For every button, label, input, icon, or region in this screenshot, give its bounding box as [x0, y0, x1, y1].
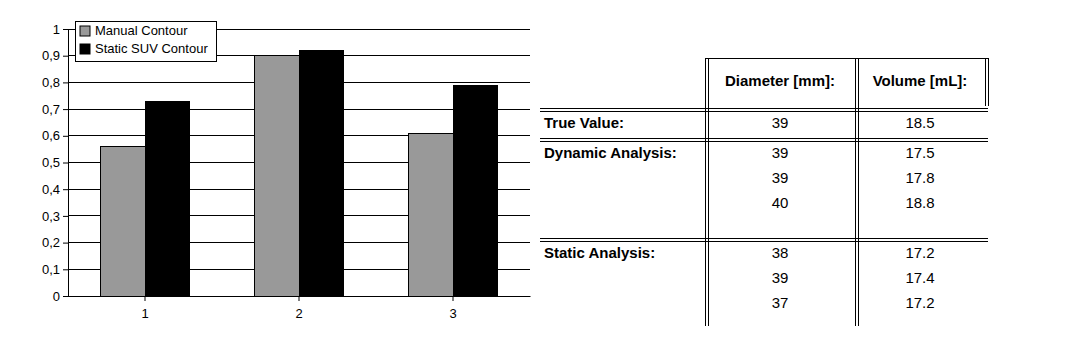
x-tick: 2 — [295, 296, 302, 321]
table-rule — [540, 111, 988, 112]
y-tick-label: 0,4 — [42, 182, 60, 197]
table-rule — [540, 241, 988, 242]
y-tick: 1 — [53, 22, 68, 37]
bar — [100, 146, 145, 296]
bars — [100, 50, 497, 296]
table-cell: 17.2 — [905, 244, 934, 261]
table-rule — [858, 58, 859, 326]
table-cell: 40 — [772, 194, 789, 211]
table-cell: 17.8 — [905, 169, 934, 186]
x-tick-label: 1 — [141, 306, 148, 321]
table-row-label: Static Analysis: — [544, 244, 655, 261]
y-tick-mark — [63, 189, 68, 190]
table-cell: 38 — [772, 244, 789, 261]
y-tick-label: 0,2 — [42, 235, 60, 250]
x-tick: 3 — [449, 296, 456, 321]
y-tick-label: 0,9 — [42, 48, 60, 63]
x-tick-label: 3 — [449, 306, 456, 321]
y-tick-mark — [63, 243, 68, 244]
y-tick-label: 0,6 — [42, 128, 60, 143]
table-rule — [540, 108, 988, 109]
grid — [68, 29, 530, 296]
table: Diameter [mm]: Volume [mL]: True Value: 39 1… — [540, 58, 988, 326]
y-tick-mark — [63, 56, 68, 57]
table-cell: 18.5 — [905, 114, 934, 131]
table-cell: 37 — [772, 294, 789, 311]
table-cell: 39 — [772, 269, 789, 286]
y-tick: 0,8 — [42, 75, 68, 90]
table-cell: 17.2 — [905, 294, 934, 311]
y-tick-mark — [63, 109, 68, 110]
y-tick-label: 0,3 — [42, 209, 60, 224]
table-header: Volume [mL]: — [873, 72, 968, 89]
y-tick: 0,2 — [42, 235, 68, 250]
table-cell: 39 — [772, 144, 789, 161]
y-tick: 0 — [53, 289, 68, 304]
x-tick-mark — [145, 296, 146, 301]
table-cell: 17.4 — [905, 269, 934, 286]
y-tick: 0,5 — [42, 155, 68, 170]
x-tick-mark — [453, 296, 454, 301]
x-tick-mark — [299, 296, 300, 301]
y-tick: 0,3 — [42, 209, 68, 224]
legend: Manual Contour Static SUV Contour — [75, 21, 216, 61]
legend-label: Static SUV Contour — [95, 41, 208, 56]
y-axis: 0 0,1 0,2 0,3 0,4 0,5 0,6 0,7 0,8 0,9 1 — [42, 22, 69, 304]
legend-label: Manual Contour — [95, 23, 188, 38]
y-tick-label: 0,5 — [42, 155, 60, 170]
table-rule — [705, 58, 706, 326]
table-rule — [540, 238, 988, 239]
x-axis: 1 2 3 — [69, 296, 531, 321]
x-tick: 1 — [141, 296, 148, 321]
bar — [254, 56, 299, 296]
y-tick-mark — [63, 163, 68, 164]
y-tick: 0,9 — [42, 48, 68, 63]
table-rule — [985, 58, 986, 106]
y-tick-mark — [63, 216, 68, 217]
table-row-label: Dynamic Analysis: — [544, 144, 677, 161]
figure: 0 0,1 0,2 0,3 0,4 0,5 0,6 0,7 0,8 0,9 1 1 2 3 Manual C… — [0, 0, 1083, 339]
legend-swatch — [80, 26, 90, 36]
y-tick-mark — [63, 269, 68, 270]
bar-chart: 0 0,1 0,2 0,3 0,4 0,5 0,6 0,7 0,8 0,9 1 1 2 3 Manual C… — [42, 21, 531, 321]
y-tick: 0,6 — [42, 128, 68, 143]
bar — [453, 85, 498, 296]
y-axis-line — [68, 30, 69, 297]
legend-item: Manual Contour — [80, 23, 188, 38]
table-cell: 39 — [772, 169, 789, 186]
table-rule — [855, 58, 856, 326]
table-header: Diameter [mm]: — [725, 72, 835, 89]
table-rule — [705, 58, 988, 59]
table-rule — [540, 138, 988, 139]
y-tick-label: 0 — [53, 289, 60, 304]
y-tick-mark — [63, 29, 68, 30]
bar — [145, 101, 190, 296]
table-rule — [988, 58, 989, 106]
bar — [299, 50, 344, 296]
table-rule — [708, 58, 709, 326]
table-cell: 18.8 — [905, 194, 934, 211]
y-tick-mark — [63, 136, 68, 137]
y-tick-label: 0,1 — [42, 262, 60, 277]
bar — [408, 133, 453, 296]
y-tick-mark — [63, 296, 68, 297]
x-tick-label: 2 — [295, 306, 302, 321]
legend-box — [75, 21, 216, 61]
table-cell: 39 — [772, 114, 789, 131]
legend-swatch — [80, 44, 90, 54]
table-row-label: True Value: — [544, 114, 624, 131]
y-tick-label: 0,8 — [42, 75, 60, 90]
y-tick: 0,7 — [42, 102, 68, 117]
y-tick-mark — [63, 82, 68, 83]
y-tick: 0,1 — [42, 262, 68, 277]
y-tick-label: 1 — [53, 22, 60, 37]
table-cell: 17.5 — [905, 144, 934, 161]
y-tick: 0,4 — [42, 182, 68, 197]
table-rule — [540, 141, 988, 142]
y-tick-label: 0,7 — [42, 102, 60, 117]
legend-item: Static SUV Contour — [80, 41, 208, 56]
